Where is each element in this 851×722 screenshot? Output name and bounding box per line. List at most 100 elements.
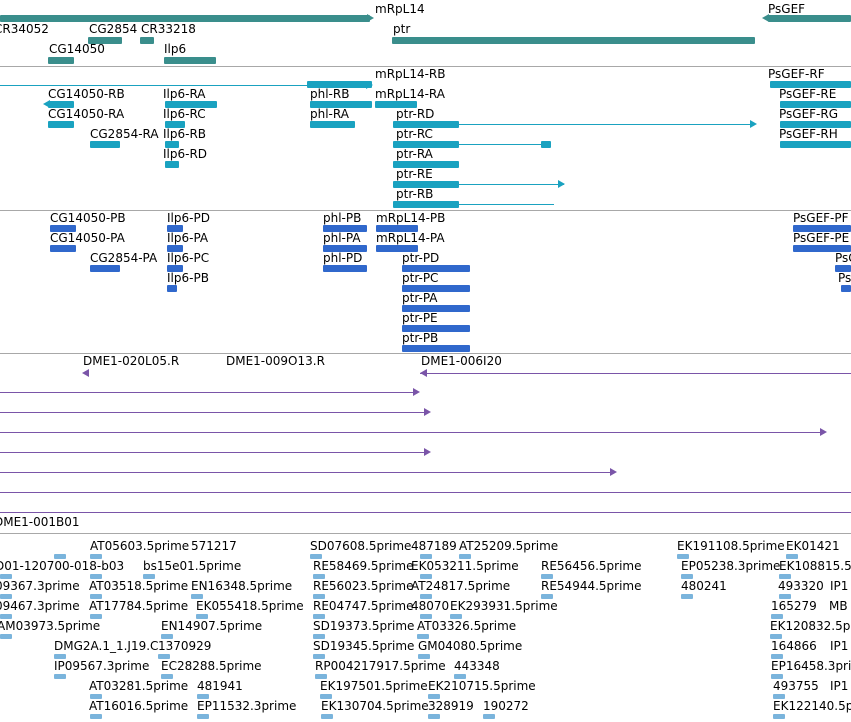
- feature-bar[interactable]: [0, 15, 370, 22]
- feature-label[interactable]: MB: [829, 599, 848, 613]
- feature-bar[interactable]: [165, 121, 185, 128]
- feature-bar[interactable]: [393, 201, 459, 208]
- feature-bar[interactable]: [793, 225, 851, 232]
- feature-label[interactable]: Ilp6-RD: [163, 147, 208, 161]
- feature-bar[interactable]: [677, 554, 689, 559]
- feature-label[interactable]: ptr-RA: [396, 147, 433, 161]
- feature-label[interactable]: EK191108.5prime: [677, 539, 785, 553]
- feature-label[interactable]: RE58469.5prime: [313, 559, 414, 573]
- feature-bar[interactable]: [313, 634, 325, 639]
- feature-bar[interactable]: [0, 594, 12, 599]
- feature-label[interactable]: 09467.3prime: [0, 599, 80, 613]
- feature-label[interactable]: EK130704.5prime: [321, 699, 429, 713]
- feature-label[interactable]: ptr-PC: [402, 271, 439, 285]
- feature-label[interactable]: 493320: [778, 579, 824, 593]
- feature-bar[interactable]: [310, 121, 355, 128]
- feature-label[interactable]: Ilp6-RA: [163, 87, 206, 101]
- feature-label[interactable]: mRpL14: [375, 2, 425, 16]
- feature-bar[interactable]: [393, 181, 459, 188]
- feature-bar[interactable]: [54, 554, 66, 559]
- feature-bar[interactable]: [420, 594, 432, 599]
- feature-label[interactable]: SD19373.5prime: [313, 619, 415, 633]
- feature-label[interactable]: Ilp6: [164, 42, 187, 56]
- feature-label[interactable]: RE04747.5prime: [313, 599, 414, 613]
- feature-bar[interactable]: [393, 121, 459, 128]
- feature-label[interactable]: ptr-RC: [396, 127, 433, 141]
- feature-bar[interactable]: [483, 714, 495, 719]
- feature-label[interactable]: RE54944.5prime: [541, 579, 642, 593]
- feature-bar[interactable]: [376, 225, 418, 232]
- feature-bar[interactable]: [165, 161, 179, 168]
- feature-label[interactable]: DME1-009O13.R: [226, 354, 325, 368]
- feature-label[interactable]: Ilp6-PA: [167, 231, 209, 245]
- feature-bar[interactable]: [313, 574, 325, 579]
- feature-bar[interactable]: [54, 654, 66, 659]
- feature-bar[interactable]: [167, 245, 183, 252]
- feature-label[interactable]: 443348: [454, 659, 500, 673]
- feature-label[interactable]: mRpL14-RB: [375, 67, 446, 81]
- feature-label[interactable]: EN16348.5prime: [191, 579, 293, 593]
- feature-bar[interactable]: [50, 225, 76, 232]
- feature-label[interactable]: 487189: [411, 539, 457, 553]
- feature-bar[interactable]: [313, 594, 325, 599]
- feature-label[interactable]: EN14907.5prime: [161, 619, 263, 633]
- feature-bar[interactable]: [393, 141, 459, 148]
- feature-label[interactable]: RE56023.5prime: [313, 579, 414, 593]
- feature-bar[interactable]: [780, 101, 851, 108]
- feature-label[interactable]: CR34052: [0, 22, 49, 36]
- feature-label[interactable]: PsG: [835, 251, 851, 265]
- feature-bar[interactable]: [420, 574, 432, 579]
- feature-label[interactable]: Ps: [838, 271, 851, 285]
- feature-bar[interactable]: [375, 101, 417, 108]
- feature-bar[interactable]: [313, 654, 325, 659]
- feature-label[interactable]: IP09567.3prime: [54, 659, 150, 673]
- feature-bar[interactable]: [158, 654, 170, 659]
- feature-bar[interactable]: [90, 554, 102, 559]
- feature-bar[interactable]: [786, 554, 798, 559]
- feature-bar[interactable]: [0, 634, 12, 639]
- feature-label[interactable]: EK210715.5prime: [428, 679, 536, 693]
- feature-bar[interactable]: [376, 245, 418, 252]
- feature-label[interactable]: CG2854-PA: [90, 251, 158, 265]
- feature-label[interactable]: CG14050-PB: [50, 211, 126, 225]
- feature-label[interactable]: ptr: [393, 22, 411, 36]
- feature-bar[interactable]: [541, 594, 553, 599]
- feature-label[interactable]: 481941: [197, 679, 243, 693]
- feature-bar[interactable]: [323, 265, 367, 272]
- feature-bar[interactable]: [167, 225, 183, 232]
- feature-label[interactable]: ptr-RD: [396, 107, 435, 121]
- feature-label[interactable]: phl-PD: [323, 251, 363, 265]
- feature-label[interactable]: mRpL14-PA: [376, 231, 445, 245]
- feature-label[interactable]: 164866: [771, 639, 817, 653]
- feature-label[interactable]: AT16016.5prime: [89, 699, 189, 713]
- feature-bar[interactable]: [771, 614, 783, 619]
- feature-label[interactable]: PsGEF-RF: [768, 67, 825, 81]
- feature-label[interactable]: bs15e01.5prime: [143, 559, 242, 573]
- feature-label[interactable]: PsGEF-PE: [793, 231, 850, 245]
- feature-bar[interactable]: [48, 121, 74, 128]
- feature-bar[interactable]: [323, 225, 367, 232]
- feature-label[interactable]: EP05238.3prime: [681, 559, 781, 573]
- feature-label[interactable]: PsGEF: [768, 2, 806, 16]
- feature-label[interactable]: DME1-006I20: [421, 354, 502, 368]
- feature-label[interactable]: EP11532.3prime: [197, 699, 297, 713]
- feature-bar[interactable]: [313, 614, 325, 619]
- feature-bar[interactable]: [392, 37, 755, 44]
- feature-label[interactable]: AT25209.5prime: [459, 539, 559, 553]
- feature-bar[interactable]: [90, 594, 102, 599]
- feature-label[interactable]: 571217: [191, 539, 237, 553]
- feature-label[interactable]: EK01421: [786, 539, 840, 553]
- feature-bar[interactable]: [420, 614, 432, 619]
- feature-bar[interactable]: [321, 714, 333, 719]
- feature-label[interactable]: PsGEF-RH: [779, 127, 838, 141]
- feature-bar[interactable]: [402, 345, 470, 352]
- feature-label[interactable]: PsGEF-RG: [779, 107, 839, 121]
- feature-label[interactable]: 1370929: [158, 639, 212, 653]
- feature-bar[interactable]: [167, 265, 183, 272]
- feature-label[interactable]: 493755: [773, 679, 819, 693]
- feature-label[interactable]: phl-RB: [310, 87, 350, 101]
- feature-bar[interactable]: [454, 674, 466, 679]
- feature-bar[interactable]: [770, 634, 782, 639]
- feature-bar[interactable]: [420, 554, 432, 559]
- feature-bar[interactable]: [841, 285, 851, 292]
